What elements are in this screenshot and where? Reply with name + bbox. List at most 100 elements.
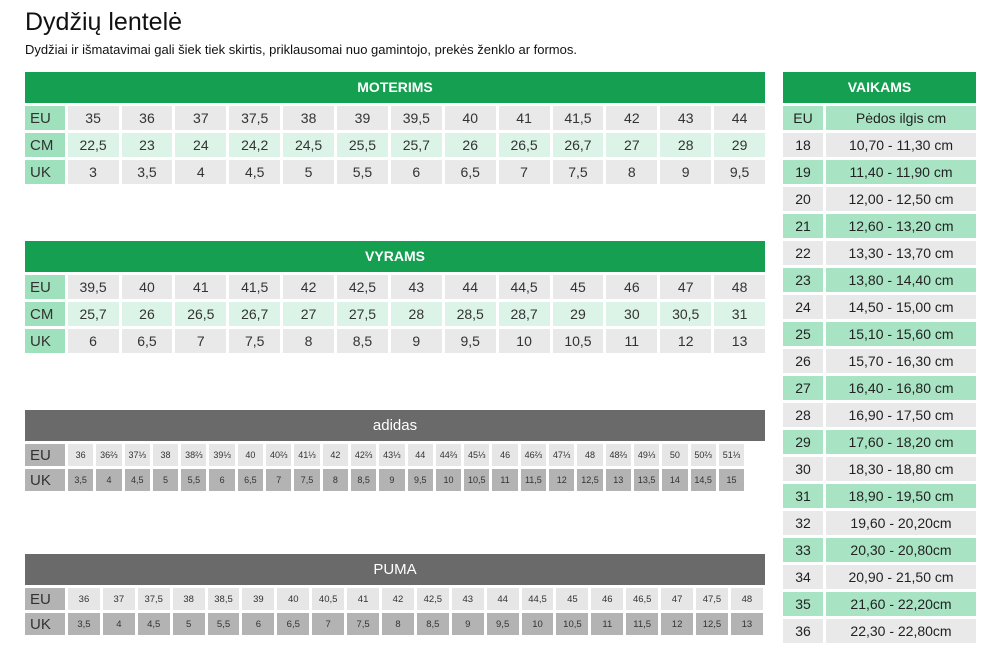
table-cell: 4 (175, 160, 227, 184)
table-cell: 37,5 (229, 106, 281, 130)
kids-col-cm: Pėdos ilgis cm (826, 106, 976, 130)
table-cell: 49⅓ (633, 444, 660, 466)
table-cell: 39 (337, 106, 388, 130)
table-cell: 40⅔ (266, 444, 292, 466)
table-cell: 9 (379, 469, 405, 491)
women-row-cm: CM 22,5 23 24 24,2 24,5 25,5 25,7 26 26,5 26,7 27 28… (25, 133, 766, 157)
table-cell: 29 (714, 133, 766, 157)
adidas-table-header: adidas (25, 410, 765, 441)
table-cell: 26,5 (175, 302, 227, 326)
women-row-eu: EU 35 36 37 37,5 38 39 39,5 40 41 41,5 42 43 44 (25, 106, 766, 130)
table-cell: 9 (660, 160, 712, 184)
table-cell: 27 (606, 133, 658, 157)
table-cell: 41,5 (229, 275, 281, 299)
table-cell: 12 (661, 613, 694, 635)
kids-eu-cell: 24 (783, 295, 823, 319)
table-cell: 5 (152, 469, 179, 491)
table-cell: 8,5 (416, 613, 449, 635)
table-cell: 12,5 (577, 469, 603, 491)
table-cell: 42 (283, 275, 335, 299)
table-cell: 8 (382, 613, 414, 635)
table-cell: 39,5 (390, 106, 442, 130)
kids-eu-cell: 35 (783, 592, 823, 616)
kids-eu-cell: 25 (783, 322, 823, 346)
table-cell: 11 (606, 329, 658, 353)
kids-eu-cell: 22 (783, 241, 823, 265)
table-cell: 47 (661, 588, 694, 610)
table-cell: 29 (552, 302, 604, 326)
kids-size-row: 23 13,80 - 14,40 cm (783, 268, 976, 292)
kids-size-row: 18 10,70 - 11,30 cm (783, 133, 976, 157)
table-cell: 46⅔ (520, 444, 547, 466)
kids-cm-cell: 20,30 - 20,80cm (826, 538, 976, 562)
table-cell: 10 (521, 613, 554, 635)
kids-cm-cell: 16,90 - 17,50 cm (826, 403, 976, 427)
kids-size-row: 26 15,70 - 16,30 cm (783, 349, 976, 373)
table-cell: 6,5 (237, 469, 264, 491)
kids-eu-cell: 32 (783, 511, 823, 535)
table-cell: 11 (591, 613, 624, 635)
table-cell: 3,5 (68, 613, 100, 635)
kids-size-row: 20 12,00 - 12,50 cm (783, 187, 976, 211)
table-cell: 7,5 (229, 329, 281, 353)
table-cell: 40,5 (312, 588, 345, 610)
table-cell: 4 (96, 469, 122, 491)
kids-eu-cell: 31 (783, 484, 823, 508)
men-table-header: VYRAMS (25, 241, 765, 272)
table-cell: 44 (407, 444, 433, 466)
table-cell: 24,5 (283, 133, 335, 157)
table-cell: 13,5 (633, 469, 660, 491)
kids-size-row: 24 14,50 - 15,00 cm (783, 295, 976, 319)
kids-table-header: VAIKAMS (783, 72, 976, 103)
table-cell: 44 (486, 588, 519, 610)
table-cell: 4,5 (137, 613, 170, 635)
table-cell: 42 (606, 106, 658, 130)
kids-cm-cell: 19,60 - 20,20cm (826, 511, 976, 535)
kids-cm-cell: 10,70 - 11,30 cm (826, 133, 976, 157)
table-cell: 30 (606, 302, 658, 326)
table-cell: 27 (283, 302, 335, 326)
table-cell: 44,5 (498, 275, 550, 299)
table-cell: 23 (121, 133, 173, 157)
kids-eu-cell: 19 (783, 160, 823, 184)
table-cell: 13 (605, 469, 631, 491)
table-cell: 30,5 (660, 302, 712, 326)
kids-size-row: 34 20,90 - 21,50 cm (783, 565, 976, 589)
table-cell: 5,5 (207, 613, 240, 635)
table-cell: 41,5 (552, 106, 604, 130)
table-cell: 46,5 (626, 588, 659, 610)
table-cell: 7 (498, 160, 550, 184)
table-cell: 25,7 (67, 302, 119, 326)
table-cell: 7,5 (294, 469, 320, 491)
table-cell: 37 (175, 106, 227, 130)
table-cell: 48 (714, 275, 766, 299)
table-cell: 7,5 (552, 160, 604, 184)
table-cell: 39,5 (67, 275, 119, 299)
row-label: CM (25, 302, 65, 326)
table-cell: 42⅔ (350, 444, 377, 466)
table-cell: 44⅔ (435, 444, 462, 466)
table-cell: 14,5 (690, 469, 716, 491)
table-cell: 26,7 (552, 133, 604, 157)
table-cell: 27,5 (337, 302, 388, 326)
table-cell: 44 (714, 106, 766, 130)
table-cell: 12 (549, 469, 575, 491)
men-size-table: VYRAMS EU 39,5 40 41 41,5 42 42,5 43 44 44,5 45 46 4… (25, 241, 766, 356)
row-label: UK (25, 160, 65, 184)
kids-cm-cell: 13,80 - 14,40 cm (826, 268, 976, 292)
kids-cm-cell: 14,50 - 15,00 cm (826, 295, 976, 319)
table-cell: 43⅓ (379, 444, 405, 466)
adidas-row-eu: EU 36 36⅔ 37⅓ 38 38⅔ 39⅓ 40 40⅔ 41⅓ 42 42⅔ 43⅓ 44 44⅔ 4… (25, 444, 765, 466)
table-cell: 40 (444, 106, 496, 130)
kids-eu-cell: 27 (783, 376, 823, 400)
table-cell: 24 (175, 133, 227, 157)
table-cell: 5,5 (337, 160, 388, 184)
kids-eu-cell: 30 (783, 457, 823, 481)
row-label: UK (25, 469, 65, 491)
kids-eu-cell: 18 (783, 133, 823, 157)
table-cell: 9,5 (486, 613, 519, 635)
table-cell: 3,5 (121, 160, 173, 184)
kids-eu-cell: 36 (783, 619, 823, 643)
table-cell: 8 (283, 329, 335, 353)
table-cell: 10,5 (556, 613, 589, 635)
